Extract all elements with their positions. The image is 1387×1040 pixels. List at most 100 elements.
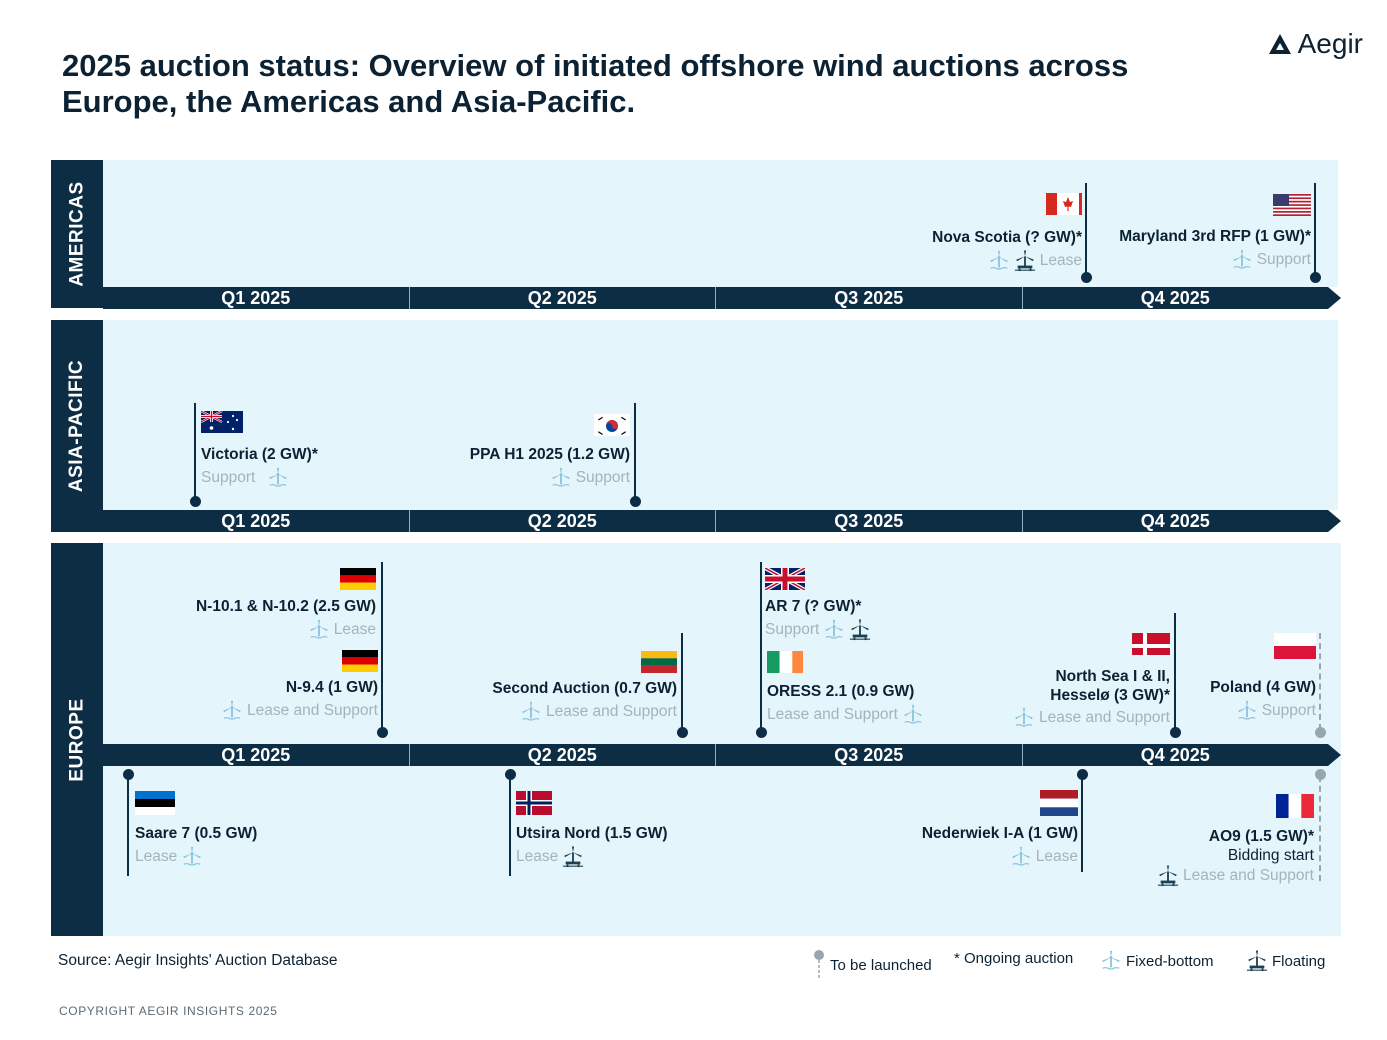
timeline-stem-to-be-launched xyxy=(1319,776,1321,881)
floating-icon xyxy=(562,846,584,868)
europe-panel xyxy=(103,543,1341,936)
legend-to-be-launched: To be launched xyxy=(812,950,932,980)
quarter-label: Q4 2025 xyxy=(1021,287,1329,309)
source-note: Source: Aegir Insights' Auction Database xyxy=(58,952,338,969)
germany-flag-icon xyxy=(340,568,376,590)
quarter-label: Q2 2025 xyxy=(408,287,716,309)
americas-panel xyxy=(103,160,1338,287)
fixed-bottom-icon xyxy=(181,846,203,868)
timeline-dot-to-be-launched xyxy=(1315,727,1326,738)
germany-flag-icon xyxy=(342,650,378,672)
floating-icon xyxy=(1246,950,1268,972)
timeline-dot xyxy=(1170,727,1181,738)
fixed-bottom-icon xyxy=(823,619,845,641)
auction-ar-7: AR 7 (? GW)* Support xyxy=(765,568,871,641)
timeline-stem xyxy=(1314,183,1316,275)
timeline-stem xyxy=(381,562,383,730)
legend-fixed-bottom: Fixed-bottom xyxy=(1100,950,1214,972)
norway-flag-icon xyxy=(516,791,552,815)
auction-poland: Poland (4 GW) Support xyxy=(1210,633,1316,722)
auction-utsira-nord: Utsira Nord (1.5 GW) Lease xyxy=(516,791,668,868)
timeline-dot xyxy=(677,727,688,738)
south-korea-flag-icon xyxy=(594,414,630,436)
uk-flag-icon xyxy=(765,568,805,590)
auction-ao9: AO9 (1.5 GW)* Bidding start Lease and Su… xyxy=(1157,794,1314,887)
quarter-label: Q3 2025 xyxy=(715,744,1022,766)
fixed-bottom-icon xyxy=(550,467,572,489)
europe-quarter-axis: Q1 2025 Q2 2025 Q3 2025 Q4 2025 xyxy=(103,744,1341,766)
quarter-label: Q2 2025 xyxy=(408,744,716,766)
timeline-dot xyxy=(123,769,134,780)
fixed-bottom-icon xyxy=(1100,950,1122,972)
americas-quarter-axis: Q1 2025 Q2 2025 Q3 2025 Q4 2025 xyxy=(103,287,1341,309)
estonia-flag-icon xyxy=(135,791,175,815)
quarter-label: Q1 2025 xyxy=(221,288,291,308)
fixed-bottom-icon xyxy=(267,467,289,489)
fixed-bottom-icon xyxy=(308,619,330,641)
timeline-dot xyxy=(190,496,201,507)
region-label-americas: AMERICAS xyxy=(51,160,104,308)
asia-pacific-panel xyxy=(103,320,1338,510)
aegir-logo-icon xyxy=(1268,34,1291,54)
logo-text: Aegir xyxy=(1297,28,1363,59)
timeline-stem xyxy=(760,562,762,730)
floating-icon xyxy=(849,619,871,641)
timeline-stem xyxy=(127,776,129,876)
legend-floating: Floating xyxy=(1246,950,1325,972)
timeline-stem xyxy=(194,403,196,498)
legend-ongoing: * Ongoing auction xyxy=(954,950,1074,967)
timeline-dot xyxy=(1310,272,1321,283)
fixed-bottom-icon xyxy=(520,701,542,723)
quarter-label: Q4 2025 xyxy=(1021,744,1329,766)
quarter-label: Q3 2025 xyxy=(715,287,1022,309)
auction-n-10: N-10.1 & N-10.2 (2.5 GW) Lease xyxy=(196,568,376,641)
usa-flag-icon xyxy=(1273,194,1311,216)
fixed-bottom-icon xyxy=(1013,707,1035,729)
auction-nederwiek: Nederwiek I-A (1 GW) Lease xyxy=(922,790,1078,868)
copyright: COPYRIGHT AEGIR INSIGHTS 2025 xyxy=(59,1004,278,1018)
timeline-dot xyxy=(1077,769,1088,780)
auction-victoria: Victoria (2 GW)* Support xyxy=(201,411,318,489)
australia-flag-icon xyxy=(201,411,243,433)
timeline-stem xyxy=(1085,183,1087,275)
timeline-dot xyxy=(505,769,516,780)
quarter-label: Q1 2025 xyxy=(221,511,291,531)
timeline-stem xyxy=(634,403,636,498)
fixed-bottom-icon xyxy=(902,704,924,726)
aegir-logo: Aegir xyxy=(1268,28,1363,60)
auction-north-sea-hesselo: North Sea I & II, Hesselø (3 GW)* Lease … xyxy=(1013,633,1170,729)
poland-flag-icon xyxy=(1274,633,1316,659)
timeline-dot xyxy=(630,496,641,507)
timeline-dot xyxy=(756,727,767,738)
page-title: 2025 auction status: Overview of initiat… xyxy=(62,48,1129,119)
to-be-launched-marker-icon xyxy=(814,950,824,980)
timeline-stem xyxy=(1081,776,1083,872)
timeline-dot xyxy=(377,727,388,738)
timeline-stem xyxy=(681,633,683,730)
region-label-europe: EUROPE xyxy=(51,543,104,936)
fixed-bottom-icon xyxy=(1010,846,1032,868)
floating-icon xyxy=(1014,250,1036,272)
lithuania-flag-icon xyxy=(641,651,677,673)
quarter-label: Q1 2025 xyxy=(221,745,291,765)
auction-n-9-4: N-9.4 (1 GW) Lease and Support xyxy=(221,650,378,722)
auction-nova-scotia: Nova Scotia (? GW)* Lease xyxy=(932,193,1082,272)
auction-oress-2-1: ORESS 2.1 (0.9 GW) Lease and Support xyxy=(767,651,924,726)
auction-ppa-h1-2025: PPA H1 2025 (1.2 GW) Support xyxy=(470,414,630,489)
fixed-bottom-icon xyxy=(1236,700,1258,722)
netherlands-flag-icon xyxy=(1040,790,1078,816)
auction-second-auction: Second Auction (0.7 GW) Lease and Suppor… xyxy=(492,651,677,723)
timeline-stem xyxy=(1174,613,1176,730)
fixed-bottom-icon xyxy=(221,700,243,722)
timeline-stem xyxy=(509,776,511,876)
auction-maryland: Maryland 3rd RFP (1 GW)* Support xyxy=(1119,194,1311,271)
auction-saare-7: Saare 7 (0.5 GW) Lease xyxy=(135,791,257,868)
timeline-stem-to-be-launched xyxy=(1319,633,1321,730)
fixed-bottom-icon xyxy=(1231,249,1253,271)
region-label-asia-pacific: ASIA-PACIFIC xyxy=(51,320,104,532)
timeline-dot-to-be-launched xyxy=(1315,769,1326,780)
asia-pacific-quarter-axis: Q1 2025 Q2 2025 Q3 2025 Q4 2025 xyxy=(103,510,1341,532)
quarter-label: Q3 2025 xyxy=(715,510,1022,532)
canada-flag-icon xyxy=(1046,193,1082,215)
fixed-bottom-icon xyxy=(988,250,1010,272)
